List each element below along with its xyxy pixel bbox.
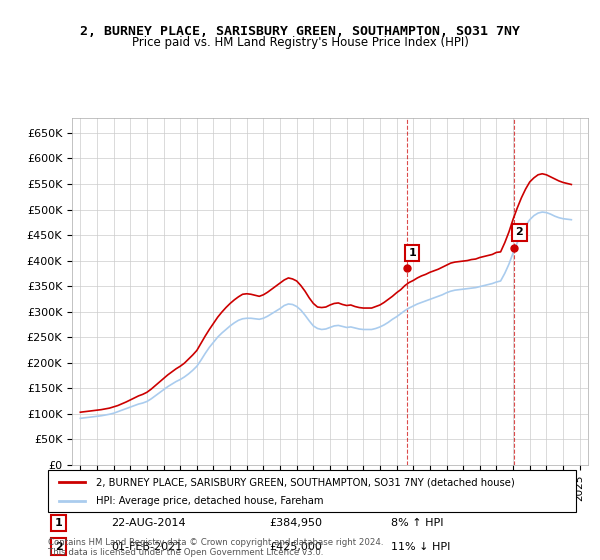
Text: 2, BURNEY PLACE, SARISBURY GREEN, SOUTHAMPTON, SO31 7NY: 2, BURNEY PLACE, SARISBURY GREEN, SOUTHA…	[80, 25, 520, 38]
Text: 2: 2	[55, 542, 62, 552]
Text: 1: 1	[55, 518, 62, 528]
Text: 1: 1	[409, 248, 416, 258]
Text: 2: 2	[515, 227, 523, 237]
Text: £384,950: £384,950	[270, 518, 323, 528]
Text: 01-FEB-2021: 01-FEB-2021	[112, 542, 182, 552]
Text: £425,000: £425,000	[270, 542, 323, 552]
Text: 11% ↓ HPI: 11% ↓ HPI	[391, 542, 451, 552]
Text: Contains HM Land Registry data © Crown copyright and database right 2024.
This d: Contains HM Land Registry data © Crown c…	[48, 538, 383, 557]
Text: HPI: Average price, detached house, Fareham: HPI: Average price, detached house, Fare…	[95, 496, 323, 506]
Text: Price paid vs. HM Land Registry's House Price Index (HPI): Price paid vs. HM Land Registry's House …	[131, 36, 469, 49]
Text: 22-AUG-2014: 22-AUG-2014	[112, 518, 186, 528]
Text: 2, BURNEY PLACE, SARISBURY GREEN, SOUTHAMPTON, SO31 7NY (detached house): 2, BURNEY PLACE, SARISBURY GREEN, SOUTHA…	[95, 477, 514, 487]
Text: 8% ↑ HPI: 8% ↑ HPI	[391, 518, 444, 528]
FancyBboxPatch shape	[48, 470, 576, 512]
